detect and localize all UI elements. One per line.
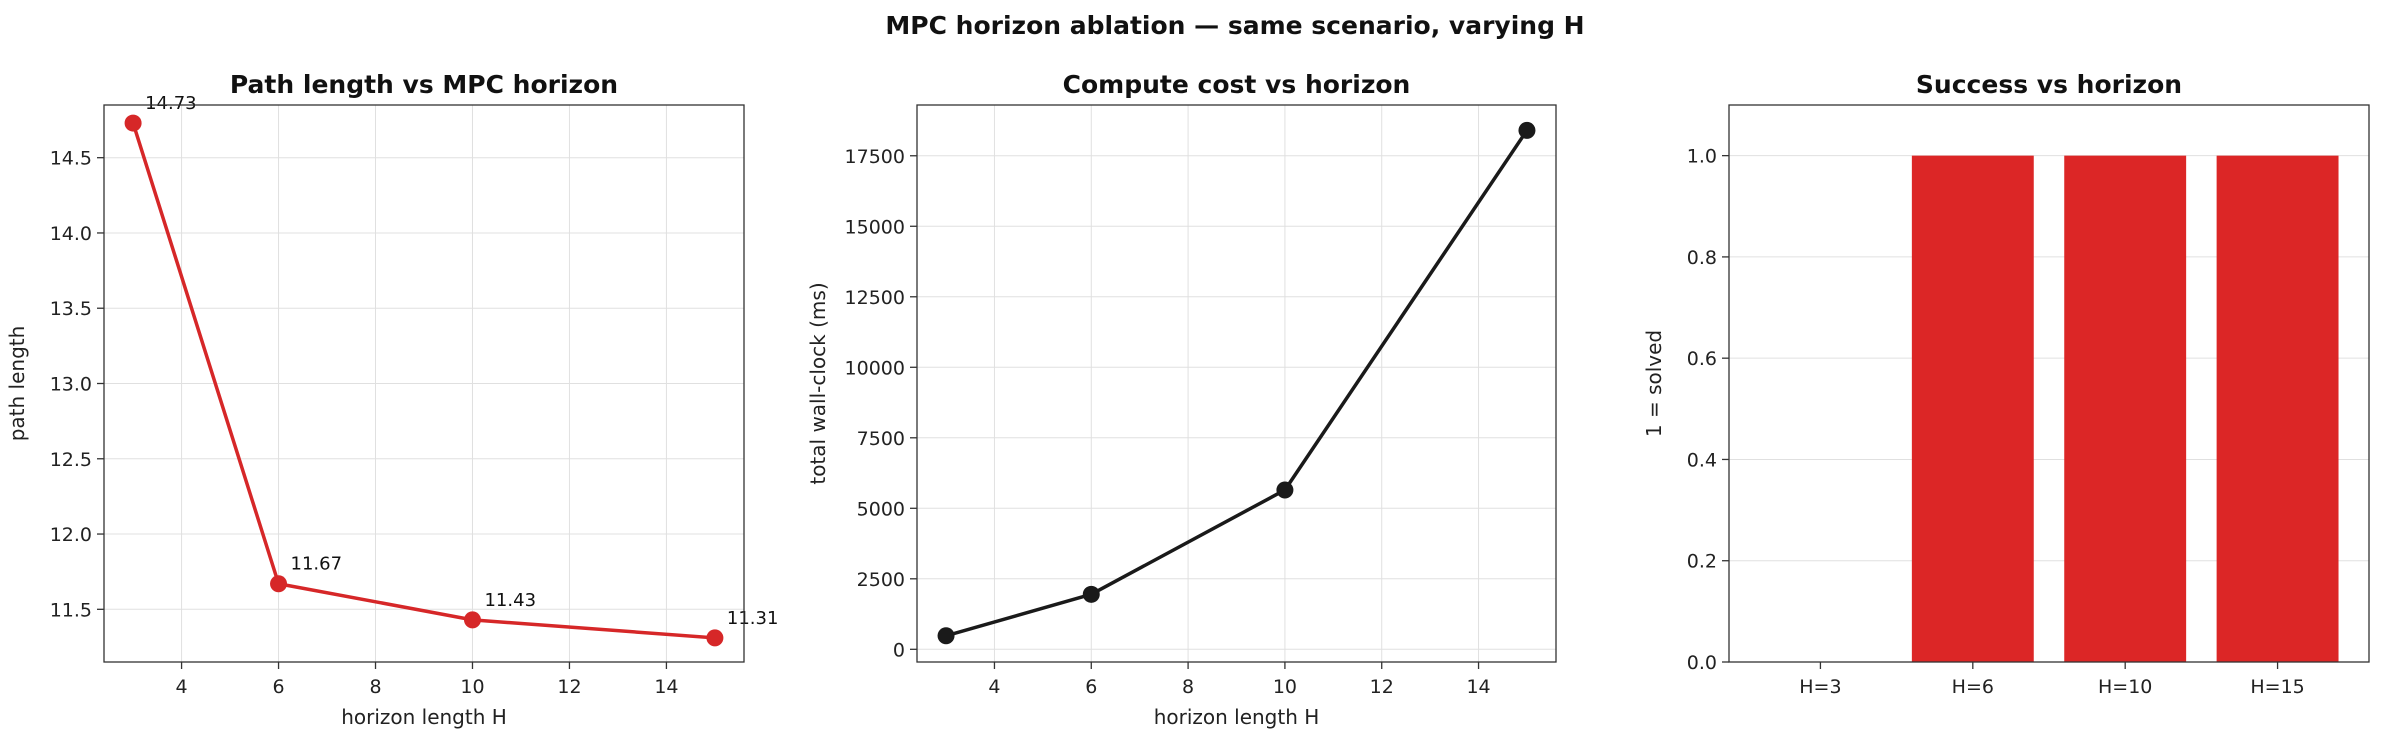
- x-tick-label: 10: [460, 676, 484, 698]
- series-line: [131, 122, 716, 640]
- y-tick-label: 2500: [857, 569, 905, 591]
- y-tick-label: 12.5: [50, 449, 92, 471]
- bar-h-10: [2064, 155, 2187, 663]
- y-tick-label: 15000: [845, 216, 905, 238]
- panel-title: Path length vs MPC horizon: [230, 70, 618, 99]
- y-tick-label: 14.5: [50, 148, 92, 170]
- x-tick-label: H=6: [1952, 676, 1994, 698]
- data-label: 14.73: [145, 93, 197, 114]
- panel-path-length: 14.73 11.67 11.43 11.31 4 6 8 10 12 14 11.5 12.0 12.…: [5, 70, 778, 729]
- series-line: [945, 129, 1529, 638]
- y-tick-label: 12500: [845, 287, 905, 309]
- y-tick-label: 0: [893, 639, 905, 661]
- y-tick-label: 7500: [857, 428, 905, 450]
- x-tick-label: 4: [176, 676, 188, 698]
- y-tick-label: 0.8: [1687, 247, 1717, 269]
- data-label: 11.31: [727, 608, 779, 629]
- y-tick-label: 14.0: [50, 223, 92, 245]
- panel-title: Success vs horizon: [1916, 70, 2182, 99]
- data-point: [1276, 481, 1294, 499]
- y-tick-label: 13.5: [50, 298, 92, 320]
- x-tick-label: 10: [1273, 676, 1297, 698]
- y-tick-label: 17500: [845, 146, 905, 168]
- x-tick-label: H=3: [1799, 676, 1841, 698]
- bar-h-15: [2216, 155, 2339, 663]
- x-tick-label: 6: [1085, 676, 1097, 698]
- x-tick-label: 14: [1466, 676, 1490, 698]
- y-axis-label: total wall-clock (ms): [806, 282, 830, 484]
- x-tick-label: 12: [1370, 676, 1394, 698]
- y-tick-label: 1.0: [1687, 146, 1717, 168]
- y-axis-label: 1 = solved: [1642, 330, 1666, 437]
- x-tick-label: 8: [369, 676, 381, 698]
- data-point: [706, 629, 724, 647]
- data-label: 11.67: [291, 554, 343, 575]
- panel-success: H=3 H=6 H=10 H=15 0.0 0.2 0.4 0.6 0.8 1.0 Success …: [1642, 70, 2370, 698]
- panel-compute-cost: 4 6 8 10 12 14 0 2500 5000 7500 10000 12500 15000 175…: [806, 70, 1557, 729]
- x-tick-label: 8: [1182, 676, 1194, 698]
- y-tick-label: 0.0: [1687, 652, 1717, 674]
- x-tick-label: 12: [557, 676, 581, 698]
- data-point: [1518, 121, 1536, 139]
- x-tick-label: H=15: [2250, 676, 2304, 698]
- y-tick-label: 12.0: [50, 524, 92, 546]
- y-tick-label: 10000: [845, 357, 905, 379]
- data-point: [1082, 585, 1100, 603]
- figure-suptitle: MPC horizon ablation — same scenario, va…: [885, 11, 1584, 40]
- x-tick-label: 4: [988, 676, 1000, 698]
- y-tick-label: 0.2: [1687, 551, 1717, 573]
- data-point: [463, 611, 481, 629]
- y-tick-label: 0.4: [1687, 449, 1717, 471]
- y-tick-label: 5000: [857, 498, 905, 520]
- data-point: [124, 114, 142, 132]
- bar-h-6: [1911, 155, 2034, 663]
- y-tick-label: 0.6: [1687, 348, 1717, 370]
- y-tick-label: 11.5: [50, 599, 92, 621]
- x-axis-label: horizon length H: [1154, 705, 1320, 729]
- axes-frame: [1728, 104, 2370, 663]
- data-point: [270, 575, 288, 593]
- x-tick-label: 14: [654, 676, 678, 698]
- x-tick-label: H=10: [2098, 676, 2152, 698]
- axes-frame: [916, 104, 1557, 663]
- x-axis-label: horizon length H: [341, 705, 507, 729]
- y-axis-label: path length: [5, 326, 29, 442]
- data-point: [937, 627, 955, 645]
- x-tick-label: 6: [272, 676, 284, 698]
- data-label: 11.43: [484, 590, 536, 611]
- y-tick-label: 13.0: [50, 374, 92, 396]
- panel-title: Compute cost vs horizon: [1063, 70, 1411, 99]
